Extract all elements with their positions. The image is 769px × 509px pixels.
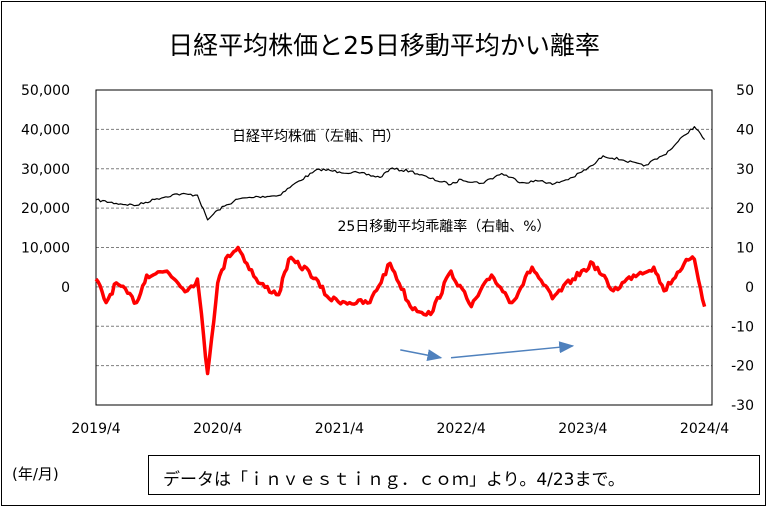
right-tick-label: 10 — [736, 241, 754, 257]
left-axis-ticks: 50,000 40,000 30,000 20,000 10,000 0 — [21, 83, 70, 296]
left-tick-label: 40,000 — [21, 122, 70, 138]
right-tick-label: -10 — [731, 319, 754, 335]
left-tick-label: 10,000 — [21, 241, 70, 257]
trend-arrow — [450, 341, 575, 359]
x-tick-label: 2020/4 — [193, 421, 242, 437]
unit-note: (年/月) — [12, 465, 59, 483]
right-tick-label: 40 — [736, 122, 754, 138]
plot-area — [95, 89, 713, 406]
right-tick-label: -30 — [731, 398, 754, 414]
left-tick-label: 50,000 — [21, 83, 70, 99]
annotation-deviation: 25日移動平均乖離率（右軸、%） — [337, 218, 550, 235]
deviation-line — [94, 245, 707, 376]
trend-arrow — [400, 349, 443, 362]
right-tick-label: 0 — [745, 280, 754, 296]
right-tick-label: 20 — [736, 201, 754, 217]
nikkei-line — [95, 125, 706, 221]
right-axis-ticks: 50 40 30 20 10 0 -10 -20 -30 — [731, 83, 754, 414]
source-box: データは「ｉｎｖｅｓｔｉｎｇ．ｃｏｍ」より。4/23まで。 — [148, 455, 760, 495]
x-axis-ticks: 2019/4 2020/4 2021/4 2022/4 2023/4 2024/4 — [71, 421, 729, 437]
right-tick-label: 50 — [736, 83, 754, 99]
x-tick-label: 2021/4 — [315, 421, 364, 437]
series-group — [94, 125, 707, 376]
annotation-nikkei: 日経平均株価（左軸、円） — [232, 129, 400, 145]
x-tick-label: 2024/4 — [680, 421, 729, 437]
right-tick-label: 30 — [736, 162, 754, 178]
x-tick-label: 2023/4 — [558, 421, 607, 437]
x-tick-label: 2019/4 — [71, 421, 120, 437]
trend-arrows — [400, 341, 575, 362]
chart-title: 日経平均株価と25日移動平均かい離率 — [168, 31, 600, 60]
gridlines — [96, 128, 712, 367]
left-tick-label: 0 — [61, 280, 70, 296]
right-tick-label: -20 — [731, 359, 754, 375]
source-note: データは「ｉｎｖｅｓｔｉｎｇ．ｃｏｍ」より。4/23まで。 — [163, 470, 625, 490]
x-tick-label: 2022/4 — [437, 421, 486, 437]
left-tick-label: 30,000 — [21, 162, 70, 178]
left-tick-label: 20,000 — [21, 201, 70, 217]
